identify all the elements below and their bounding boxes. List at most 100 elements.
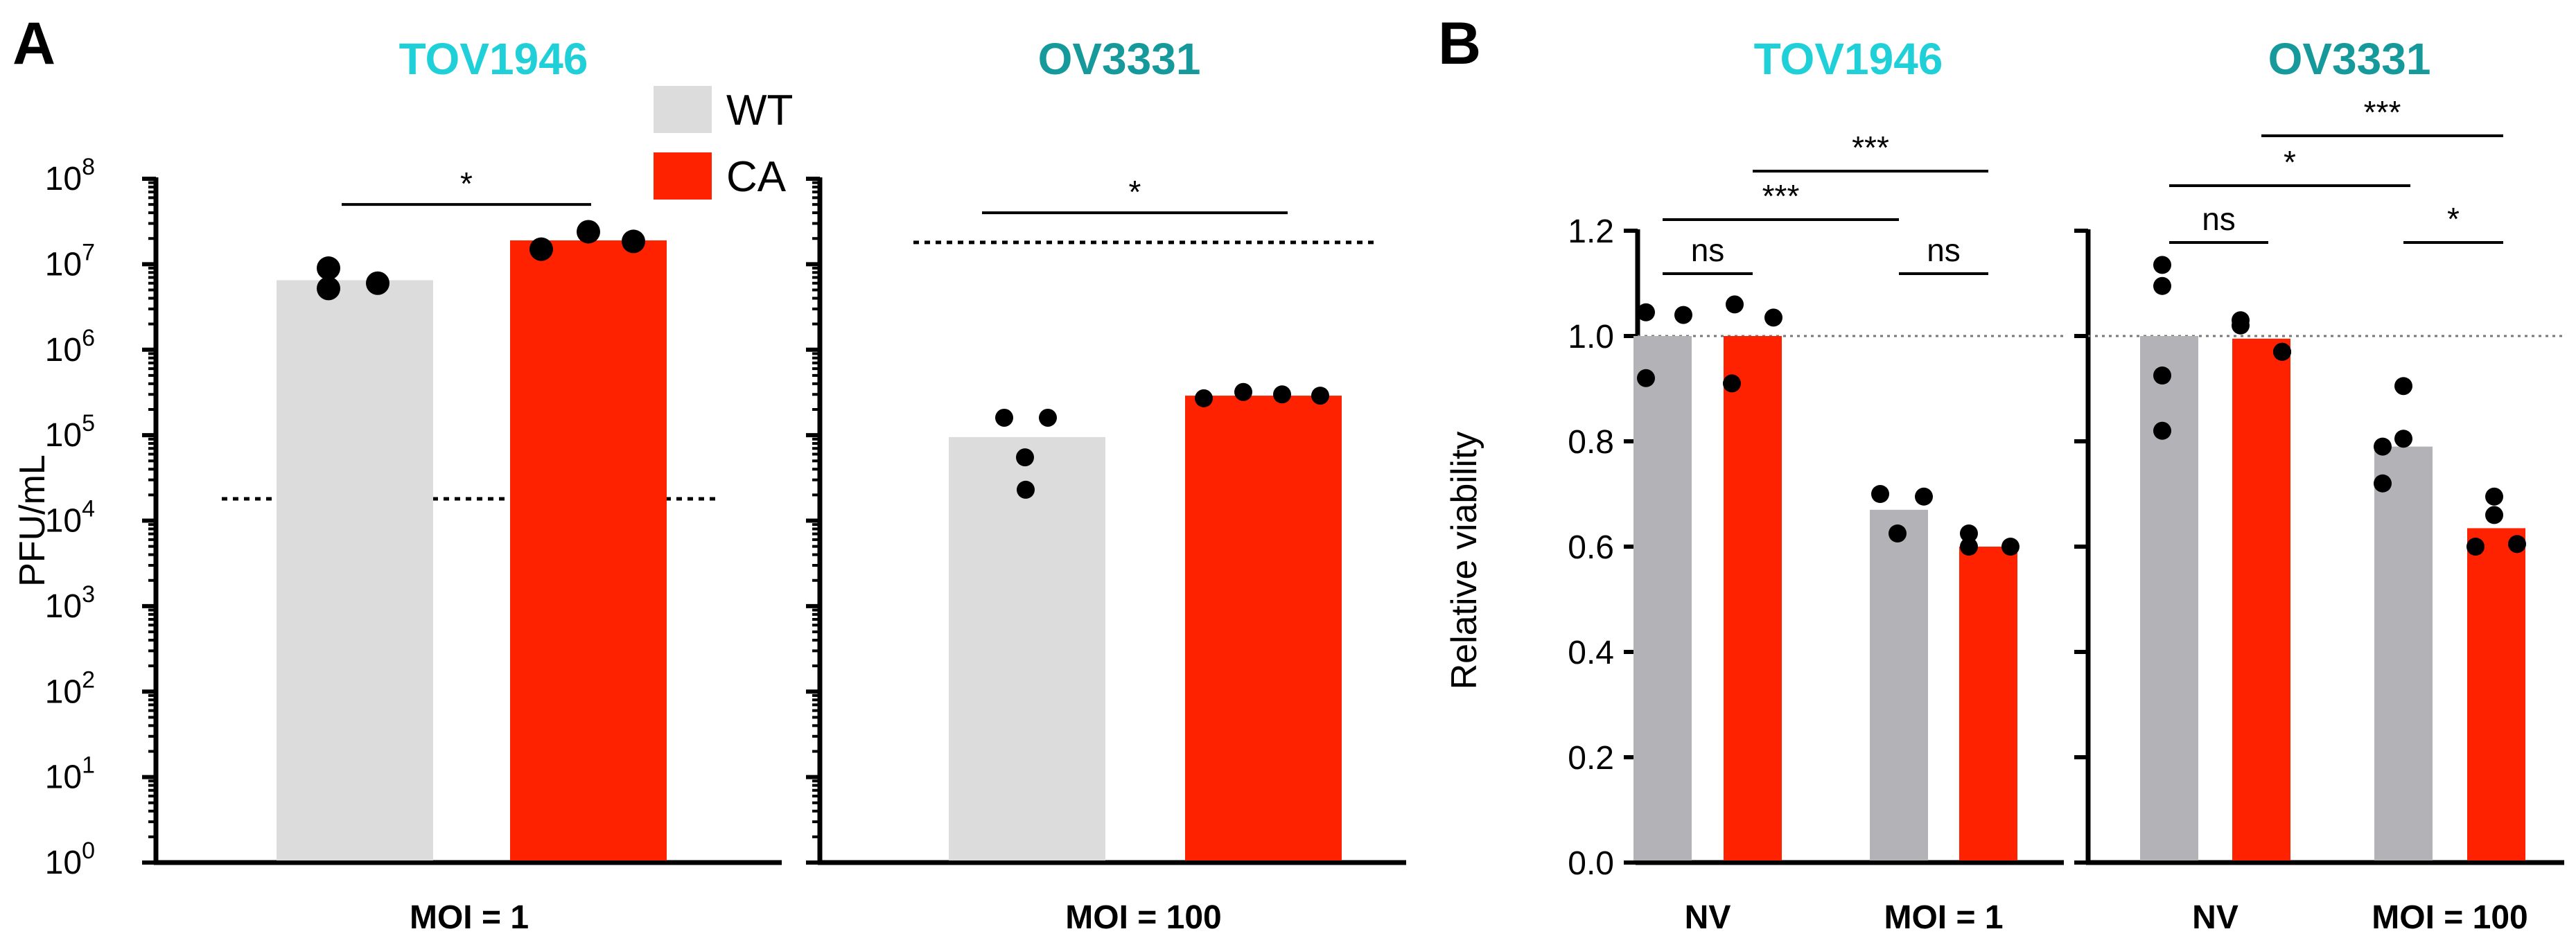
legend: WT CA bbox=[654, 86, 793, 201]
data-point-wt bbox=[2374, 437, 2392, 456]
panel-letter-b: B bbox=[1438, 10, 1481, 77]
y-tick-label-exponent: 2 bbox=[82, 666, 95, 693]
data-point-ca bbox=[2232, 311, 2250, 330]
y-tick-label: 0.8 bbox=[1568, 424, 1614, 461]
y-tick-label-exponent: 5 bbox=[82, 410, 95, 436]
data-point-wt bbox=[2153, 276, 2171, 295]
data-point-wt bbox=[2394, 377, 2412, 396]
significance-label: ns bbox=[1691, 232, 1725, 268]
bar-ca bbox=[2232, 338, 2290, 860]
y-tick-label-base: 10 bbox=[45, 503, 82, 540]
data-point-wt bbox=[2374, 474, 2392, 493]
data-point-wt bbox=[317, 276, 340, 301]
y-tick-label: 0.4 bbox=[1568, 635, 1614, 671]
significance-label: ns bbox=[2202, 201, 2236, 237]
data-point-wt bbox=[2394, 430, 2412, 448]
y-tick-label-exponent: 1 bbox=[82, 752, 95, 779]
chart-b1-tov1946-viability: TOV1946 0.0 0.2 0.4 0.6 0.8 1.0 1.2 Relative via… bbox=[1444, 34, 2064, 936]
y-tick-label-exponent: 4 bbox=[82, 496, 95, 522]
y-tick-label: 100 bbox=[45, 838, 95, 881]
y-tick-label-exponent: 3 bbox=[82, 581, 95, 608]
data-point-ca bbox=[577, 220, 600, 244]
y-tick-label-base: 10 bbox=[45, 845, 82, 881]
data-point-ca bbox=[1960, 524, 1978, 542]
y-tick-label: 1.2 bbox=[1568, 213, 1614, 250]
significance-label: * bbox=[1129, 174, 1141, 210]
y-tick-label-base: 10 bbox=[45, 588, 82, 625]
chart-title: OV3331 bbox=[1038, 34, 1201, 84]
y-tick-label-exponent: 0 bbox=[82, 838, 95, 864]
legend-wt-swatch bbox=[654, 86, 712, 133]
data-point-ca bbox=[1234, 382, 1252, 401]
data-point-wt bbox=[1016, 448, 1034, 467]
y-tick-label-exponent: 7 bbox=[82, 239, 95, 265]
x-category-label: NV bbox=[1685, 899, 1731, 936]
y-tick-label: 0.2 bbox=[1568, 740, 1614, 777]
y-tick-label: 103 bbox=[45, 581, 95, 625]
data-point-ca bbox=[1764, 308, 1782, 327]
x-category-label: MOI = 1 bbox=[1884, 899, 2003, 936]
data-point-wt bbox=[1674, 306, 1692, 324]
significance-label: *** bbox=[1762, 178, 1800, 214]
data-point-ca bbox=[2485, 506, 2503, 524]
significance-label: * bbox=[2447, 201, 2460, 237]
y-tick-label-exponent: 8 bbox=[82, 154, 95, 180]
y-tick-label-exponent: 6 bbox=[82, 325, 95, 351]
data-point-ca bbox=[2467, 538, 2485, 556]
bar-ca bbox=[510, 240, 667, 860]
bar-wt bbox=[2374, 446, 2433, 860]
bar-ca bbox=[1185, 396, 1342, 860]
data-point-wt bbox=[1039, 408, 1057, 427]
data-point-ca bbox=[1311, 387, 1329, 405]
chart-a1-tov1946-pfu: TOV1946100101102103104105106107108PFU/mL… bbox=[12, 34, 782, 936]
y-tick-label: 107 bbox=[45, 239, 95, 283]
chart-title: TOV1946 bbox=[399, 34, 588, 84]
y-tick-label: 108 bbox=[45, 154, 95, 197]
bar-wt bbox=[1633, 336, 1692, 860]
y-tick-label-base: 10 bbox=[45, 161, 82, 197]
data-point-wt bbox=[1915, 487, 1933, 506]
data-point-ca bbox=[2508, 535, 2526, 554]
data-point-ca bbox=[2273, 342, 2291, 361]
data-point-ca bbox=[2485, 487, 2503, 506]
x-category-label: MOI = 100 bbox=[2372, 899, 2527, 936]
data-point-wt bbox=[995, 408, 1013, 427]
data-point-wt bbox=[2153, 256, 2171, 274]
data-point-wt bbox=[366, 271, 389, 295]
y-tick-label: 1.0 bbox=[1568, 319, 1614, 355]
y-tick-label: 101 bbox=[45, 752, 95, 796]
y-tick-label: 106 bbox=[45, 325, 95, 369]
data-point-wt bbox=[1637, 303, 1655, 321]
data-point-ca bbox=[622, 229, 645, 254]
significance-label: * bbox=[460, 166, 473, 202]
chart-a2-ov3331-pfu: OV3331 * MOI = 100 bbox=[806, 34, 1406, 936]
chart-title: OV3331 bbox=[2268, 34, 2431, 84]
chart-title: TOV1946 bbox=[1754, 34, 1943, 84]
x-category-label: NV bbox=[2192, 899, 2238, 936]
legend-ca-label: CA bbox=[726, 153, 787, 201]
y-tick-label: 0.0 bbox=[1568, 845, 1614, 882]
data-point-ca bbox=[1960, 538, 1978, 556]
y-tick-label-base: 10 bbox=[45, 759, 82, 796]
data-point-wt bbox=[1889, 524, 1907, 542]
significance-label: * bbox=[2284, 144, 2296, 180]
y-tick-label-base: 10 bbox=[45, 246, 82, 283]
y-tick-label: 0.6 bbox=[1568, 529, 1614, 566]
legend-wt-label: WT bbox=[726, 87, 793, 134]
panel-letter-a: A bbox=[12, 10, 55, 77]
y-tick-label-base: 10 bbox=[45, 417, 82, 454]
bar-wt bbox=[949, 436, 1105, 860]
bar-ca bbox=[1724, 336, 1782, 860]
y-tick-label: 102 bbox=[45, 666, 95, 710]
data-point-ca bbox=[1273, 385, 1291, 404]
bar-ca bbox=[1959, 547, 2017, 860]
data-point-wt bbox=[2153, 421, 2171, 440]
data-point-ca bbox=[1726, 295, 1744, 314]
y-tick-label-base: 10 bbox=[45, 332, 82, 369]
bar-wt bbox=[277, 280, 433, 861]
data-point-ca bbox=[1195, 389, 1213, 407]
legend-ca-swatch bbox=[654, 152, 712, 200]
significance-label: ns bbox=[1927, 232, 1961, 268]
